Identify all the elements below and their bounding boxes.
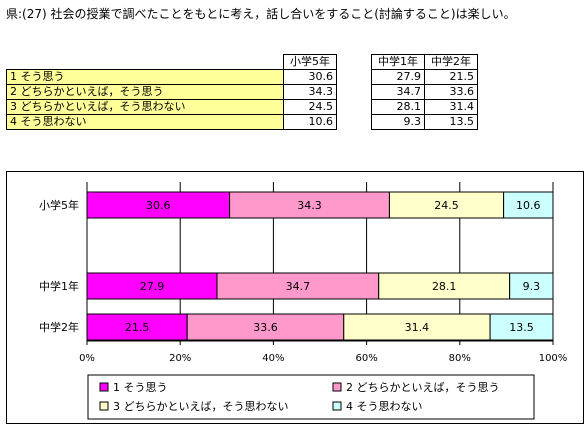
column-header: 中学2年 xyxy=(424,54,478,70)
table-cell: 13.5 xyxy=(424,114,478,130)
x-tick-label: 40% xyxy=(262,353,284,364)
bar-segment xyxy=(186,313,345,341)
table-header-row: 小学5年 中学1年 中学2年 xyxy=(7,54,478,70)
category-label: 中学1年 xyxy=(39,279,79,293)
data-label: 30.6 xyxy=(146,199,171,212)
data-table: 小学5年 中学1年 中学2年 1 そう思う 30.6 27.9 21.5 2 ど… xyxy=(6,54,478,130)
table-row: 3 どちらかといえば，そう思わない 24.5 28.1 31.4 xyxy=(6,99,478,115)
bar-segment xyxy=(86,191,231,219)
legend-swatch xyxy=(332,382,342,392)
bar-segment xyxy=(86,313,188,341)
legend-label: 1 そう思う xyxy=(113,381,168,394)
x-tick-label: 80% xyxy=(449,353,471,364)
data-label: 13.5 xyxy=(509,321,534,334)
legend-swatch xyxy=(99,401,109,411)
bar-segment xyxy=(388,191,505,219)
legend-label: 3 どちらかといえば，そう思わない xyxy=(113,400,289,413)
bar-segment xyxy=(509,272,554,300)
x-tick-label: 0% xyxy=(79,353,95,364)
data-label: 28.1 xyxy=(432,280,457,293)
x-tick-label: 20% xyxy=(169,353,191,364)
chart-frame xyxy=(6,171,584,424)
data-label: 27.9 xyxy=(140,280,165,293)
row-label: 3 どちらかといえば，そう思わない xyxy=(6,99,284,115)
data-label: 33.6 xyxy=(253,321,278,334)
legend-swatch xyxy=(99,382,109,392)
data-label: 34.7 xyxy=(286,280,311,293)
table-row: 4 そう思わない 10.6 9.3 13.5 xyxy=(6,114,478,130)
table-cell: 9.3 xyxy=(371,114,425,130)
bar-segment xyxy=(86,272,218,300)
bar-segment xyxy=(503,191,554,219)
data-label: 31.4 xyxy=(405,321,430,334)
x-tick-label: 60% xyxy=(355,353,377,364)
bar-segment xyxy=(378,272,511,300)
data-label: 21.5 xyxy=(125,321,150,334)
legend-label: 4 そう思わない xyxy=(346,400,423,413)
data-label: 24.5 xyxy=(434,199,459,212)
data-label: 34.3 xyxy=(297,199,322,212)
x-tick-label: 100% xyxy=(539,353,568,364)
legend-box xyxy=(87,374,535,420)
column-header: 小学5年 xyxy=(283,54,337,70)
legend-label: 2 どちらかといえば，そう思う xyxy=(346,381,500,394)
table-row: 2 どちらかといえば，そう思う 34.3 34.7 33.6 xyxy=(6,84,478,100)
legend-swatch xyxy=(332,401,342,411)
column-header: 中学1年 xyxy=(371,54,425,70)
table-cell: 24.5 xyxy=(283,99,337,115)
table-cell: 33.6 xyxy=(424,84,478,100)
row-label: 2 どちらかといえば，そう思う xyxy=(6,84,284,100)
category-label: 小学5年 xyxy=(39,198,79,212)
bar-segment xyxy=(343,313,491,341)
category-label: 中学2年 xyxy=(39,320,79,334)
table-cell: 10.6 xyxy=(283,114,337,130)
data-label: 9.3 xyxy=(523,280,541,293)
bar-segment xyxy=(489,313,554,341)
page-title: 県:(27) 社会の授業で調べたことをもとに考え，話し合いをすること(討論するこ… xyxy=(6,7,516,21)
row-label: 4 そう思わない xyxy=(6,114,284,130)
data-label: 10.6 xyxy=(516,199,541,212)
